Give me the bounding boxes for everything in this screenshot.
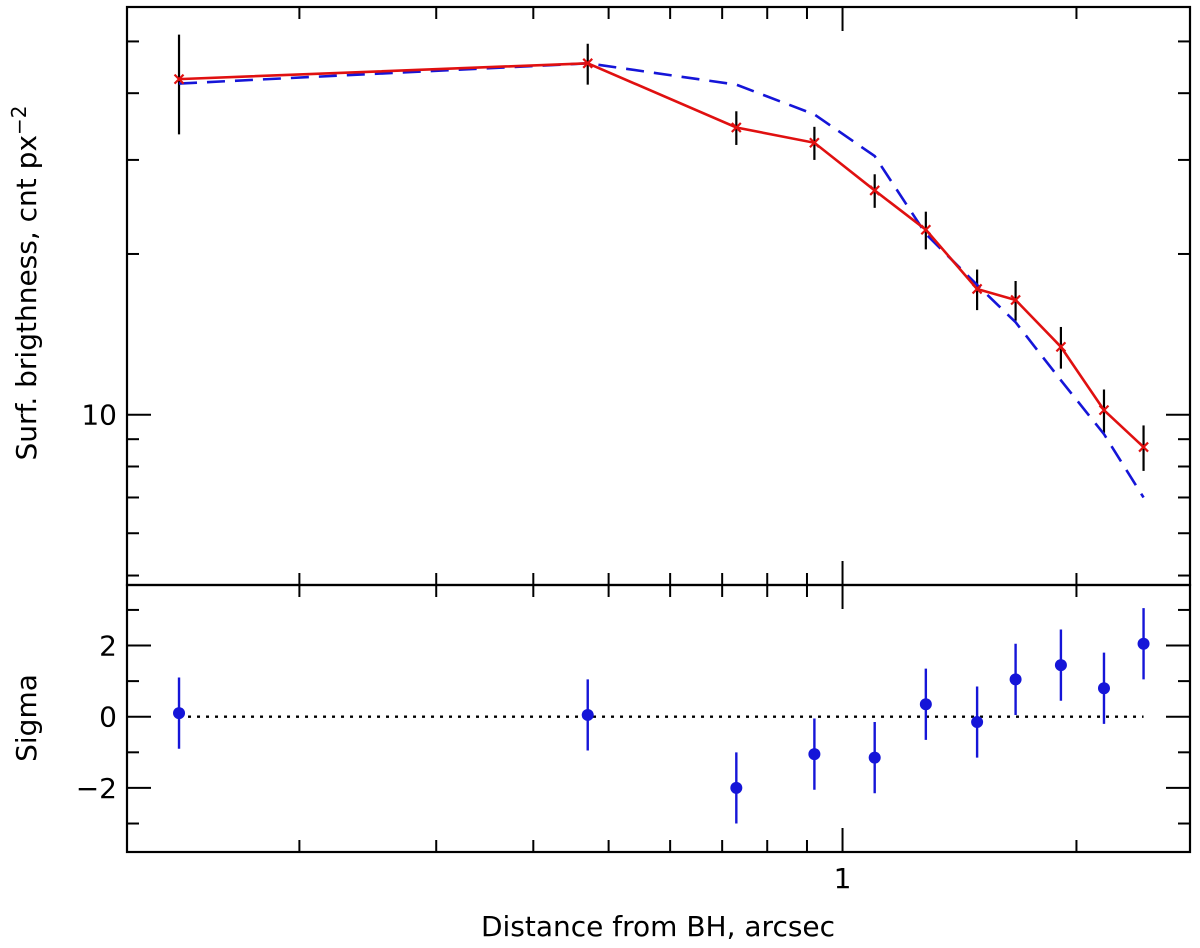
top-y-axis-title-text: Surf. brigthness, cnt px [10, 135, 43, 461]
residual-point [173, 707, 186, 720]
data-point-marker-stroke [731, 122, 742, 133]
model-series-line [178, 61, 1145, 499]
data-point-marker-stroke [920, 224, 932, 236]
data-point-marker [1010, 294, 1021, 306]
residual-point [971, 716, 984, 729]
data-point-marker [731, 122, 742, 133]
x-axis-title: Distance from BH, arcsec [481, 910, 835, 943]
surface-brightness-panel: 10 [81, 5, 1192, 587]
bottom-panel-frame [125, 583, 1192, 854]
residual-point [581, 708, 594, 721]
data-point-marker [869, 185, 880, 196]
data-point-marker-stroke [173, 73, 185, 85]
residual-point [868, 751, 881, 764]
data-point-marker [582, 58, 594, 69]
residual-point [1009, 673, 1022, 686]
residual-point [919, 698, 932, 711]
residual-point [808, 748, 821, 761]
data-point-marker [971, 283, 983, 295]
residual-point [1137, 637, 1150, 650]
data-point-marker-stroke [1098, 404, 1110, 416]
data-point-marker-stroke [869, 185, 880, 196]
data-point-marker [173, 73, 185, 85]
data-point-marker-stroke [1138, 441, 1149, 453]
data-point-marker-stroke [582, 58, 594, 69]
top-y-axis-title: Surf. brigthness, cnt px−2 [7, 105, 43, 460]
data-point-marker-stroke [971, 283, 983, 295]
data-point-marker-stroke [1055, 341, 1067, 353]
data-point-marker [1138, 441, 1149, 453]
data-point-marker [1055, 341, 1067, 353]
data-series-line [178, 61, 1145, 449]
x-tick-label: 1 [834, 862, 852, 895]
residual-point [730, 781, 743, 794]
data-point-marker [1098, 404, 1110, 416]
bottom-y-tick-label: 2 [99, 630, 117, 663]
residual-point [1054, 659, 1067, 672]
bottom-y-tick-label: 0 [99, 701, 117, 734]
data-point-marker-stroke [1010, 294, 1021, 306]
sigma-residual-panel: 1 −2 0 2 [76, 583, 1192, 895]
residual-point [1097, 682, 1110, 695]
top-y-axis-title-exponent: −2 [7, 105, 31, 134]
bottom-y-axis-title: Sigma [10, 674, 43, 762]
top-y-tick-label: 10 [81, 399, 117, 432]
data-point-marker [920, 224, 932, 236]
bottom-y-tick-label: −2 [76, 772, 117, 805]
data-point-marker [809, 137, 820, 149]
data-point-marker-stroke [809, 137, 820, 149]
